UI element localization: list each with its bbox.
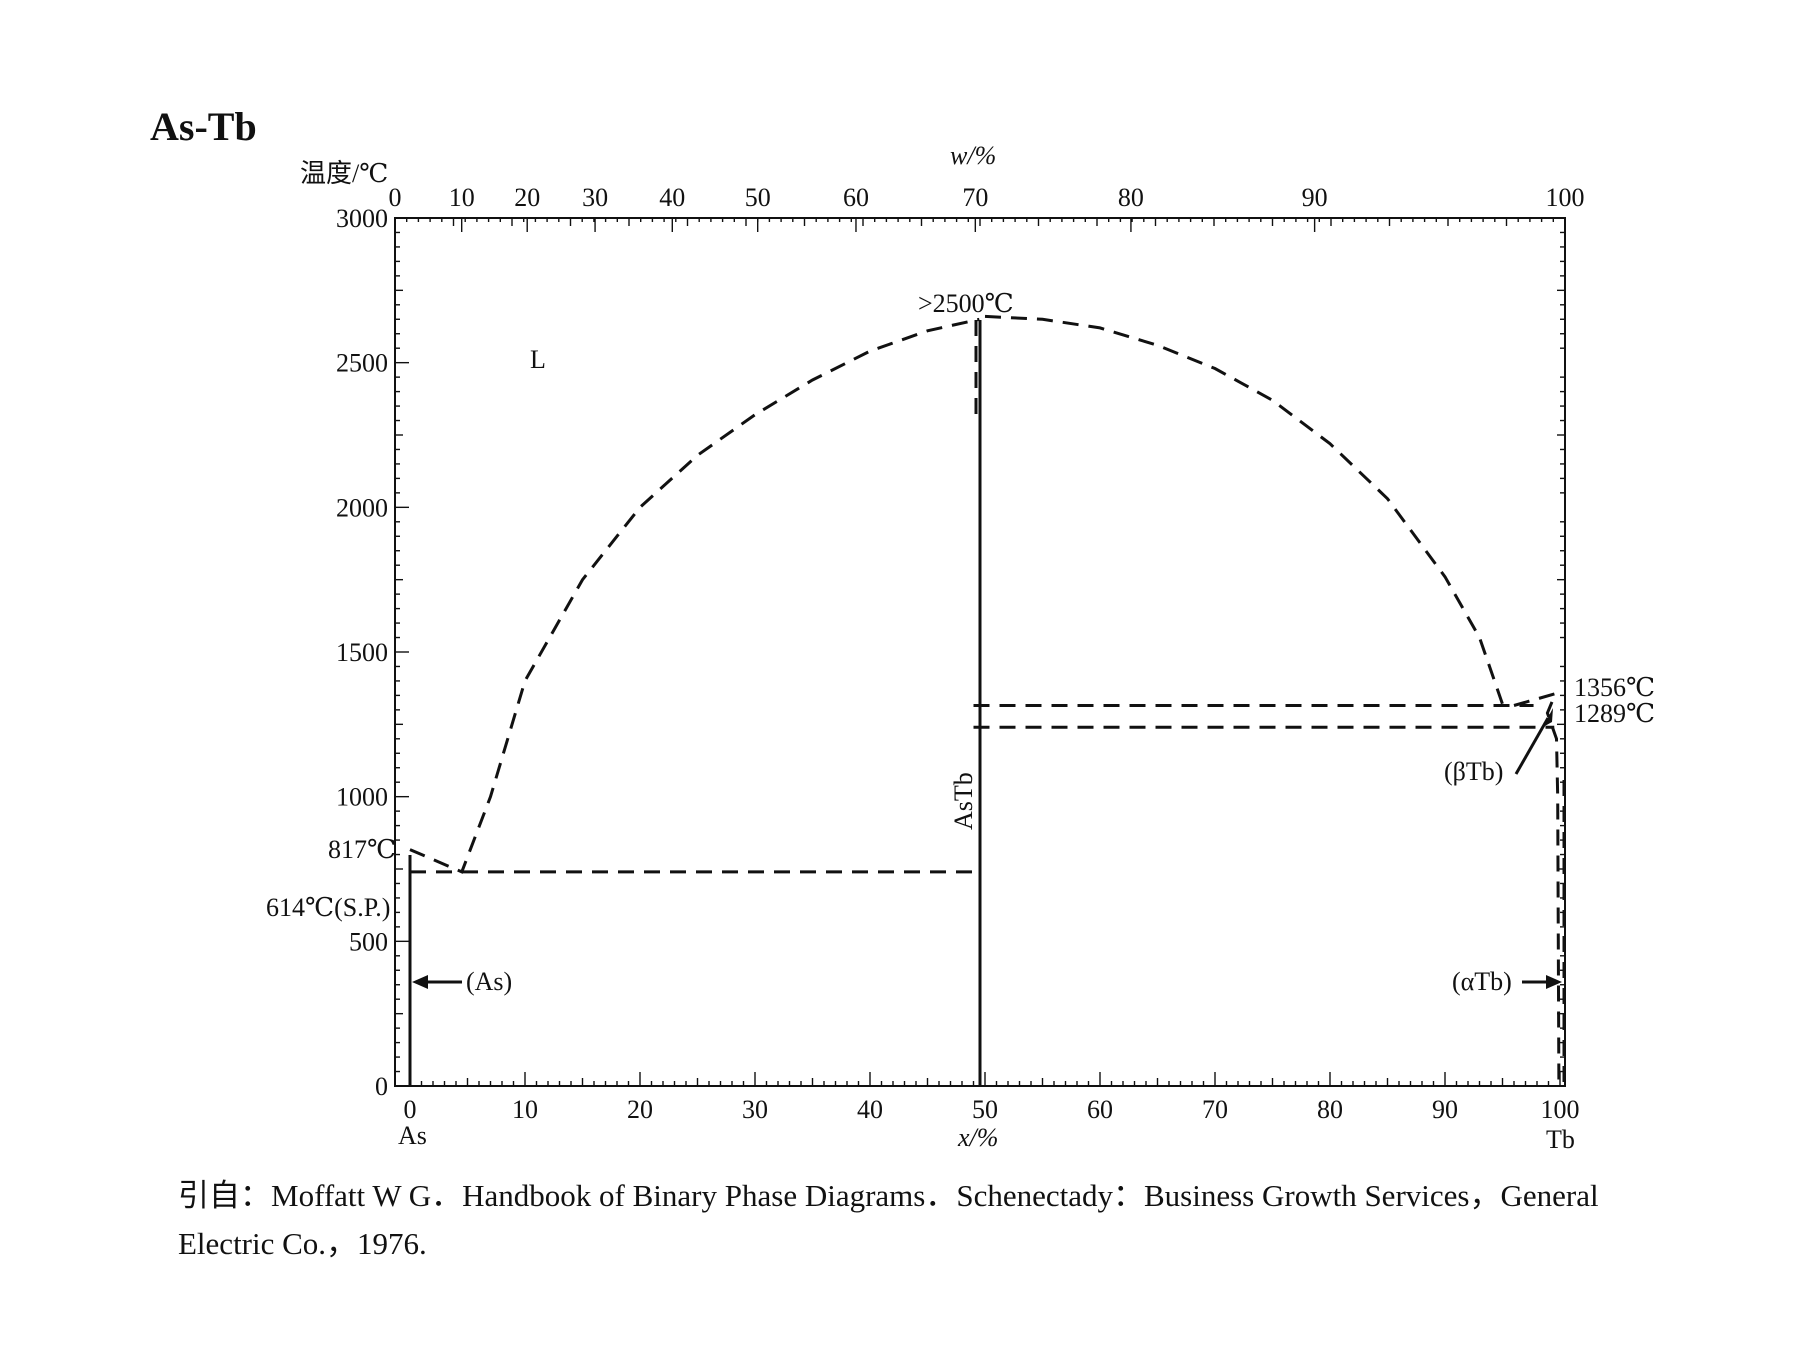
liquidus-left-curve xyxy=(409,317,980,874)
top-tick-label: 40 xyxy=(659,183,685,212)
top-tick-label: 50 xyxy=(745,183,771,212)
y-tick-label: 2500 xyxy=(336,349,388,378)
x-tick-label: 80 xyxy=(1317,1095,1343,1124)
tb-melt-label: 1356℃ xyxy=(1574,673,1655,702)
citation-caption: 引自：Moffatt W G．Handbook of Binary Phase … xyxy=(178,1172,1778,1268)
compound-label: AsTb xyxy=(949,772,978,830)
x-tick-label: 20 xyxy=(627,1095,653,1124)
x-tick-label: 100 xyxy=(1541,1095,1580,1124)
top-tick-label: 100 xyxy=(1546,183,1585,212)
x-tick-label: 40 xyxy=(857,1095,883,1124)
top-tick-label: 30 xyxy=(582,183,608,212)
citation-line-1: 引自：Moffatt W G．Handbook of Binary Phase … xyxy=(178,1178,1599,1213)
citation-line-2: Electric Co.，1976. xyxy=(178,1226,427,1261)
top-tick-label: 60 xyxy=(843,183,869,212)
top-tick-label: 90 xyxy=(1302,183,1328,212)
y-tick-label: 3000 xyxy=(336,204,388,233)
x-tick-label: 90 xyxy=(1432,1095,1458,1124)
y-axis: 0 500 1000 1500 2000 2500 3000 xyxy=(336,204,409,1101)
top-axis-label: w/% xyxy=(950,141,996,170)
x-tick-label: 70 xyxy=(1202,1095,1228,1124)
right-element-label: Tb xyxy=(1546,1125,1575,1154)
top-tick-label: 80 xyxy=(1118,183,1144,212)
chart-title: As-Tb xyxy=(150,104,257,149)
as-sp-label: 614℃(S.P.) xyxy=(266,893,390,922)
y-tick-label: 0 xyxy=(375,1072,388,1101)
y-tick-label: 2000 xyxy=(336,493,388,522)
tb-transition-label: 1289℃ xyxy=(1574,699,1655,728)
top-tick-label: 70 xyxy=(962,183,988,212)
beta-tb-arrowhead xyxy=(1543,708,1553,727)
top-tick-label: 20 xyxy=(514,183,540,212)
liquidus-right-curve xyxy=(984,314,1504,705)
top-tick-label: 10 xyxy=(449,183,475,212)
left-element-label: As xyxy=(398,1121,427,1150)
x-axis-label: x/% xyxy=(957,1123,998,1152)
top-tick-label: 0 xyxy=(389,183,402,212)
liquid-region-label: L xyxy=(530,345,546,374)
y-tick-label: 1000 xyxy=(336,783,388,812)
tb-phase-boundary xyxy=(1513,691,1561,1087)
beta-tb-arrow xyxy=(1514,717,1550,775)
x-tick-label: 50 xyxy=(972,1095,998,1124)
alpha-tb-label: (αTb) xyxy=(1452,967,1512,996)
y-tick-label: 500 xyxy=(349,927,388,956)
as-phase-arrowhead xyxy=(412,975,428,989)
x-tick-label: 0 xyxy=(404,1095,417,1124)
beta-tb-label: (βTb) xyxy=(1444,757,1503,786)
top-axis: 0 10 20 30 40 50 60 70 80 90 100 xyxy=(389,183,1585,232)
y-axis-label: 温度/℃ xyxy=(300,159,388,188)
x-tick-label: 10 xyxy=(512,1095,538,1124)
x-axis: 0 10 20 30 40 50 60 70 80 90 100 xyxy=(404,1072,1580,1124)
x-tick-label: 60 xyxy=(1087,1095,1113,1124)
as-melt-label: 817℃ xyxy=(328,835,396,864)
as-phase-label: (As) xyxy=(466,967,512,996)
y-tick-label: 1500 xyxy=(336,638,388,667)
max-temp-label: >2500℃ xyxy=(918,289,1014,318)
alpha-tb-arrowhead xyxy=(1546,975,1562,989)
x-tick-label: 30 xyxy=(742,1095,768,1124)
